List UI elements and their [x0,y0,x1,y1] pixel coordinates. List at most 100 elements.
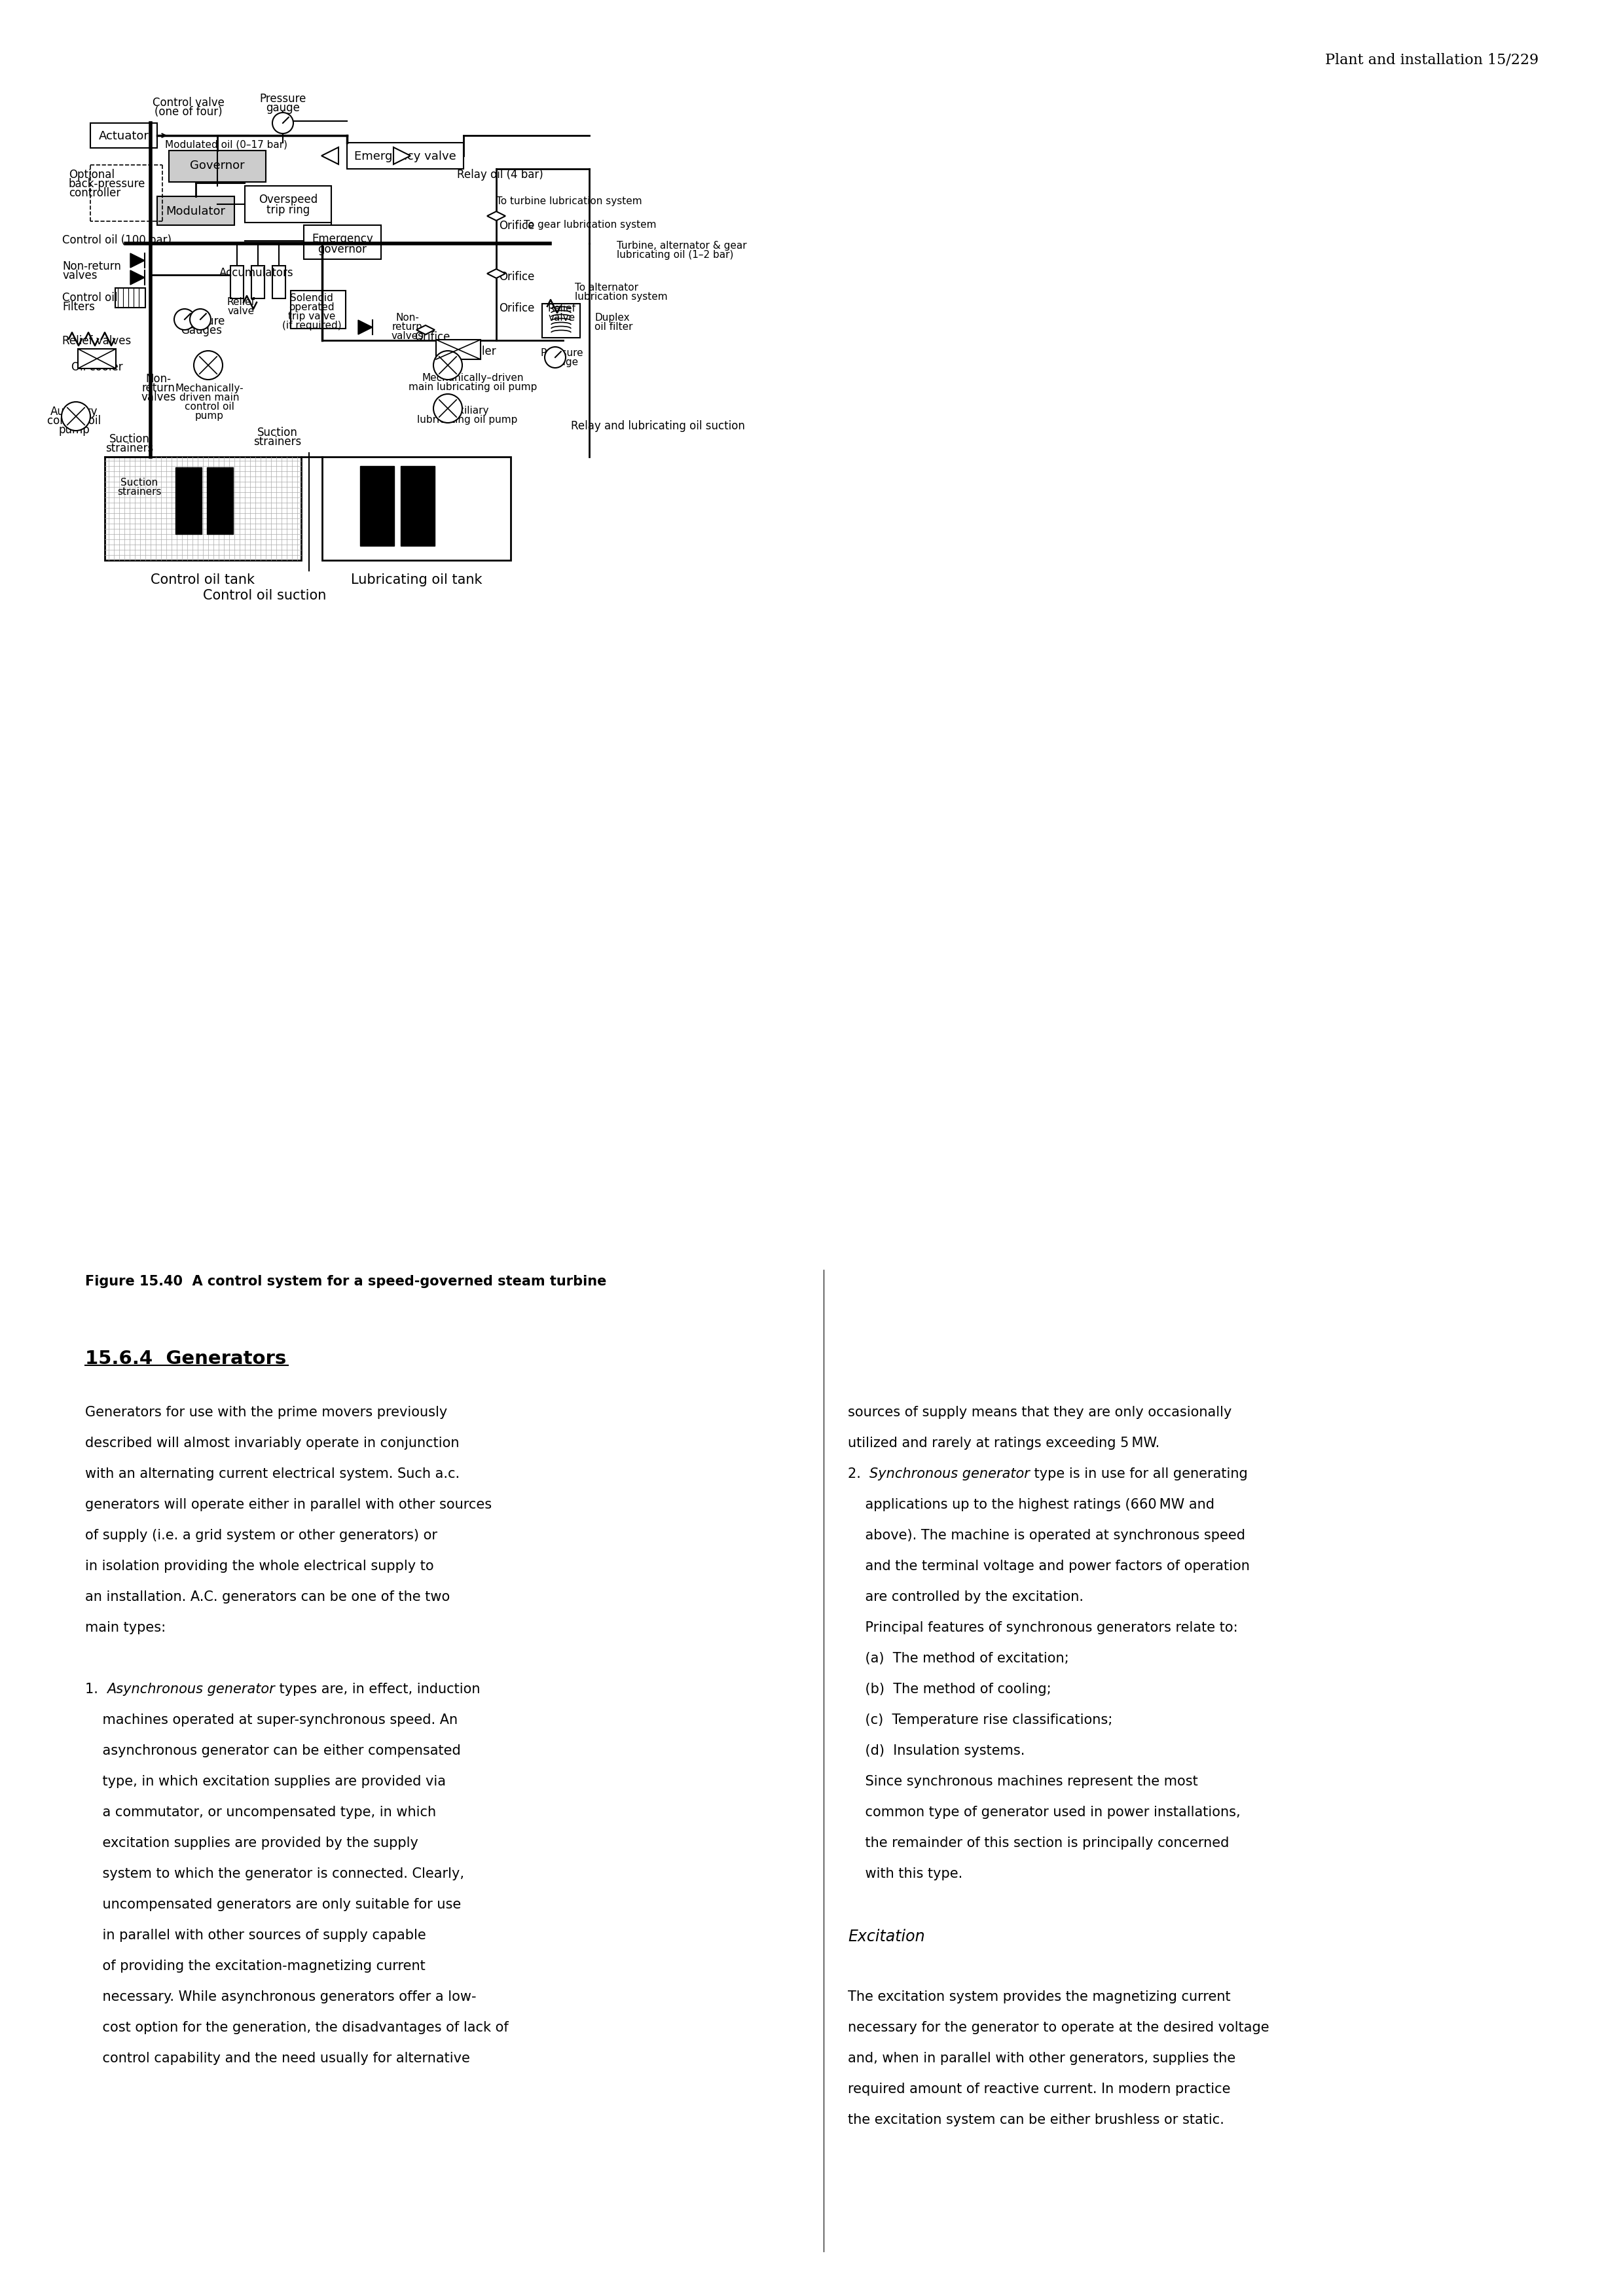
Point [414,468,440,505]
Point [433,523,459,560]
Bar [252,266,265,298]
Point [393,496,419,533]
Point [391,501,417,537]
Point [430,455,456,491]
Point [313,491,339,528]
Point [495,514,521,551]
Point [420,501,446,537]
Point [409,466,435,503]
Point [433,512,459,549]
Point [458,443,484,480]
Point [464,505,490,542]
Point [406,468,432,505]
Point [396,475,422,512]
Point [415,441,441,478]
Text: lubrication system: lubrication system [575,292,667,301]
Point [375,457,401,494]
Point [398,478,424,514]
Point [495,487,521,523]
Point [383,494,409,530]
Point [489,455,514,491]
Bar [169,152,266,181]
Point [393,482,419,519]
Point [466,517,492,553]
Text: Suction: Suction [109,434,149,445]
Point [342,452,368,489]
Point [425,523,451,560]
Point [440,487,466,523]
Point [403,482,428,519]
Point [394,510,420,546]
Point [326,540,352,576]
Point [490,512,516,549]
Point [360,540,386,576]
Point [342,459,368,496]
Text: Optional: Optional [68,170,115,181]
Circle shape [433,351,463,379]
Text: strainers: strainers [105,443,154,455]
Point [466,452,492,489]
Point [360,521,386,558]
Point [404,507,430,544]
Point [399,471,425,507]
Point [346,507,372,544]
Point [336,471,362,507]
Point [329,441,355,478]
Point [385,505,411,542]
Bar [273,266,286,298]
Point [467,533,493,569]
Point [476,533,502,569]
Point [367,535,393,572]
Point [333,464,359,501]
Point [422,505,448,542]
Point [360,484,386,521]
Point [467,510,493,546]
Point [419,445,445,482]
Point [380,498,406,535]
Point [492,455,518,491]
Point [487,489,513,526]
Point [373,512,399,549]
Point [357,482,383,519]
Point [422,503,448,540]
Point [474,484,500,521]
Point [451,505,477,542]
Point [385,482,411,519]
Text: valve: valve [549,312,575,324]
Point [453,445,479,482]
Point [344,487,370,523]
Point [396,445,422,482]
Point [401,448,427,484]
Point [334,498,360,535]
Point [495,530,521,567]
Point [342,441,368,478]
Point [407,514,433,551]
Polygon shape [393,147,411,165]
Point [427,517,453,553]
Point [428,501,454,537]
Point [487,457,513,494]
Point [315,450,341,487]
Point [368,487,394,523]
Point [315,455,341,491]
Point [357,519,383,556]
Point [381,517,407,553]
Point [385,540,411,576]
Point [386,450,412,487]
Point [393,507,419,544]
Text: Principal features of synchronous generators relate to:: Principal features of synchronous genera… [847,1621,1238,1635]
Point [339,498,365,535]
Text: Auxiliary: Auxiliary [446,406,489,416]
Point [341,512,367,549]
Point [318,530,344,567]
Text: gauge: gauge [266,101,300,115]
Text: type is in use for all generating: type is in use for all generating [1031,1467,1248,1481]
Point [342,535,368,572]
Point [342,523,368,560]
Point [438,507,464,544]
Point [446,468,472,505]
Point [450,533,476,569]
Point [459,517,485,553]
Point [459,491,485,528]
Point [351,535,377,572]
